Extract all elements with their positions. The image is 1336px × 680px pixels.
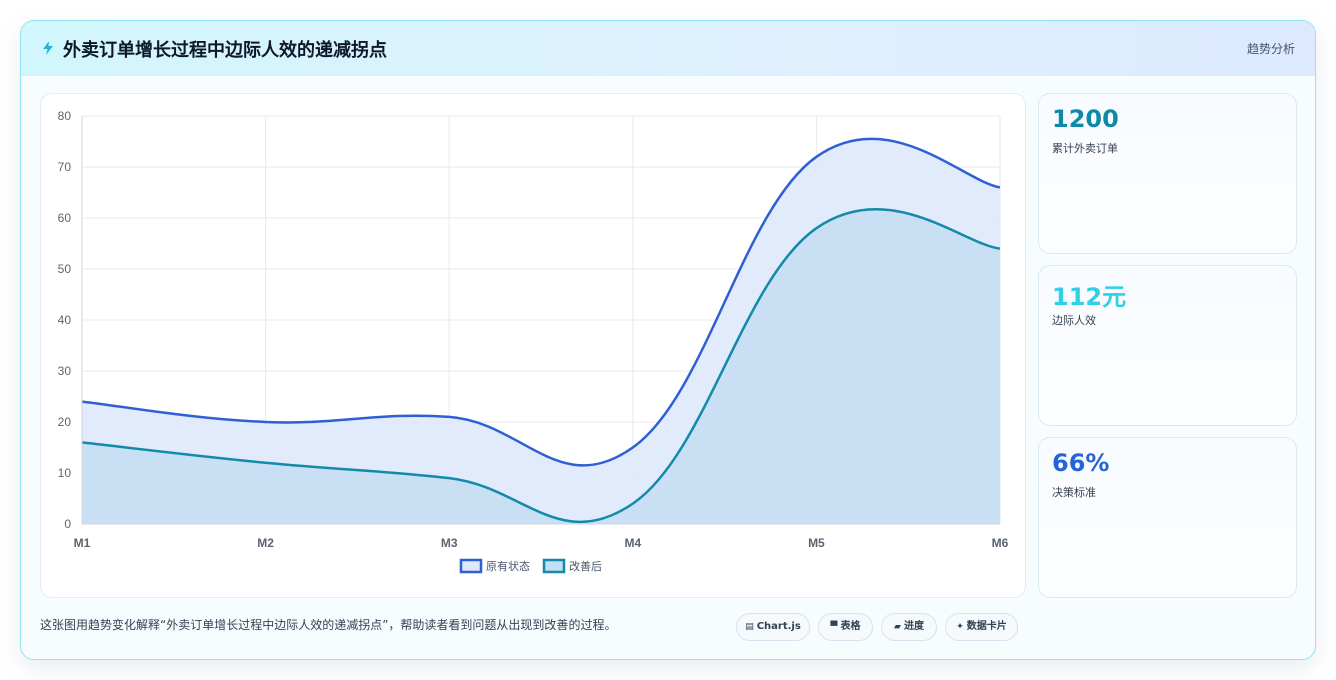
lightning-icon	[43, 41, 53, 55]
x-tick-label: M2	[257, 536, 274, 550]
sparkle-icon: ✦	[956, 622, 964, 632]
series-line-0	[81, 137, 1001, 467]
chip-label: 数据卡片	[966, 621, 1007, 632]
page-title: 外卖订单增长过程中边际人效的递减拐点	[63, 40, 387, 61]
y-tick-label: 50	[58, 262, 72, 276]
chip-chartjs[interactable]: ▤ Chart.js	[736, 613, 810, 641]
y-tick-label: 80	[58, 109, 72, 123]
chip-label: 表格	[840, 621, 861, 632]
chip-table[interactable]: ▀ 表格	[818, 613, 873, 641]
chip-label: 进度	[903, 621, 924, 632]
x-tick-label: M5	[808, 536, 825, 550]
chip-progress[interactable]: ▰ 进度	[881, 613, 937, 641]
series-line-1	[81, 208, 1001, 524]
y-tick-label: 30	[58, 364, 72, 378]
stat-card-decision: 66% 决策标准	[1038, 437, 1297, 598]
y-tick-label: 0	[64, 517, 71, 531]
chart-panel: 0 10 20 30 40 50 60 70 80 M1 M2 M3 M4 M5 M6 原有状态 改善后	[40, 93, 1026, 598]
series-area-1	[82, 209, 1000, 525]
stat-label: 决策标准	[1052, 486, 1096, 499]
x-tick-label: M4	[624, 536, 641, 550]
chip-data-card[interactable]: ✦ 数据卡片	[945, 613, 1018, 641]
stat-value: 66%	[1052, 449, 1110, 477]
chart-icon: ▤	[745, 622, 754, 632]
y-tick-label: 40	[58, 313, 72, 327]
y-tick-label: 20	[58, 415, 72, 429]
x-tick-label: M1	[74, 536, 91, 550]
chart-description: 这张图用趋势变化解释“外卖订单增长过程中边际人效的递减拐点”，帮助读者看到问题从…	[40, 618, 617, 632]
legend-swatch	[542, 558, 566, 574]
area-chart: 0 10 20 30 40 50 60 70 80 M1 M2 M3 M4 M5 M6 原有状态 改善后	[58, 109, 1009, 574]
table-icon: ▀	[830, 622, 838, 632]
stat-value: 1200	[1052, 105, 1119, 133]
x-tick-label: M6	[992, 536, 1009, 550]
chart-card: 外卖订单增长过程中边际人效的递减拐点 趋势分析 0 10 20 30 40 50 60 70 8…	[20, 20, 1316, 660]
stat-label: 边际人效	[1052, 314, 1096, 327]
stat-card-orders: 1200 累计外卖订单	[1038, 93, 1297, 254]
y-tick-label: 70	[58, 160, 72, 174]
y-tick-label: 10	[58, 466, 72, 480]
stat-value: 112元	[1052, 283, 1127, 311]
trend-analysis-tag[interactable]: 趋势分析	[1246, 42, 1295, 56]
legend-swatch	[459, 558, 483, 574]
y-tick-label: 60	[58, 211, 72, 225]
chip-label: Chart.js	[756, 621, 801, 632]
progress-icon: ▰	[894, 622, 901, 632]
legend-label: 原有状态	[486, 559, 530, 573]
stat-label: 累计外卖订单	[1052, 142, 1118, 155]
stat-card-efficiency: 112元 边际人效	[1038, 265, 1297, 426]
card-header: 外卖订单增长过程中边际人效的递减拐点 趋势分析	[21, 21, 1315, 76]
x-tick-label: M3	[441, 536, 458, 550]
legend-label: 改善后	[569, 559, 602, 573]
